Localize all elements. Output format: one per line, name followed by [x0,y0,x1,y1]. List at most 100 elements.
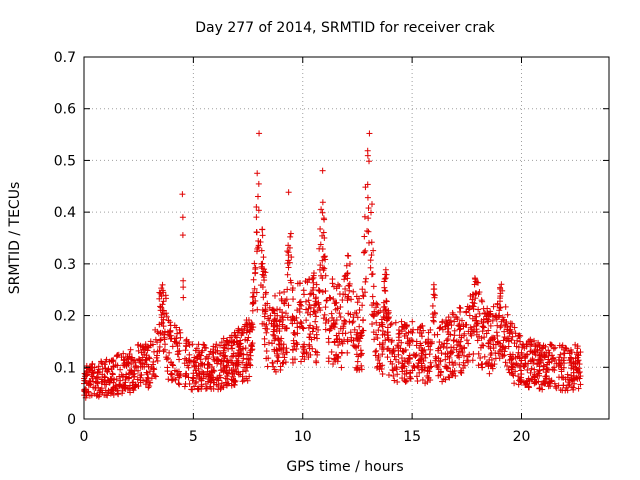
data-point [262,325,269,332]
data-point [103,381,110,388]
data-point [247,362,254,369]
data-point [266,304,273,311]
data-point [253,289,260,296]
data-point [282,297,289,304]
data-point [111,376,118,383]
data-point [367,257,374,264]
data-point [147,379,154,386]
data-point [95,373,102,380]
data-point [456,354,463,361]
data-point [328,348,335,355]
data-point [406,355,413,362]
data-point [563,345,570,352]
data-point [341,273,348,280]
data-point [336,291,343,298]
data-point [105,365,112,372]
data-point [517,360,524,367]
data-point [291,316,298,323]
data-point [333,285,340,292]
data-point [462,321,469,328]
data-point [430,281,437,288]
data-point [369,311,376,318]
data-point [316,287,323,294]
data-point [511,380,518,387]
data-point [117,366,124,373]
data-point [366,130,373,137]
data-point [322,272,329,279]
data-point [384,316,391,323]
data-point [522,360,529,367]
data-point [290,337,297,344]
data-point [407,375,414,382]
data-point [512,330,519,337]
data-point [444,364,451,371]
data-point [274,347,281,354]
data-point [528,348,535,355]
data-point [552,383,559,390]
data-point [444,350,451,357]
data-point [448,372,455,379]
data-point [285,189,292,196]
data-point [300,325,307,332]
data-point [228,382,235,389]
data-point [259,306,266,313]
data-point [271,292,278,299]
data-point [532,351,539,358]
data-point [416,329,423,336]
data-point [339,297,346,304]
data-point [174,351,181,358]
data-point [255,237,262,244]
data-point [296,280,303,287]
data-point [342,272,349,279]
data-point [180,277,187,284]
data-point [501,334,508,341]
data-point [240,377,247,384]
data-point [349,319,356,326]
data-point [362,275,369,282]
data-point [243,351,250,358]
data-point [472,278,479,285]
data-point [400,362,407,369]
data-point [279,350,286,357]
data-point [312,348,319,355]
data-point [389,360,396,367]
data-point [496,304,503,311]
data-point [391,353,398,360]
data-point [101,391,108,398]
data-point [321,253,328,260]
data-point [138,349,145,356]
data-point [525,384,532,391]
data-point [311,302,318,309]
data-point [168,370,175,377]
data-point [215,375,222,382]
data-point [278,335,285,342]
data-point [370,247,377,254]
data-point [244,377,251,384]
data-point [289,285,296,292]
data-point [313,281,320,288]
data-point [285,264,292,271]
data-point [476,333,483,340]
data-point [277,366,284,373]
data-point [179,232,186,239]
data-point [205,361,212,368]
data-point [361,213,368,220]
data-point [128,361,135,368]
data-point [227,334,234,341]
data-point [473,326,480,333]
data-point [331,339,338,346]
data-point [285,302,292,309]
data-point [509,371,516,378]
data-point [455,322,462,329]
data-point [199,347,206,354]
data-point [492,350,499,357]
data-point [481,334,488,341]
data-point [258,263,265,270]
data-point [390,345,397,352]
data-point [572,375,579,382]
data-point [116,383,123,390]
data-point [280,359,287,366]
data-point [487,351,494,358]
data-point [424,368,431,375]
data-point [447,349,454,356]
